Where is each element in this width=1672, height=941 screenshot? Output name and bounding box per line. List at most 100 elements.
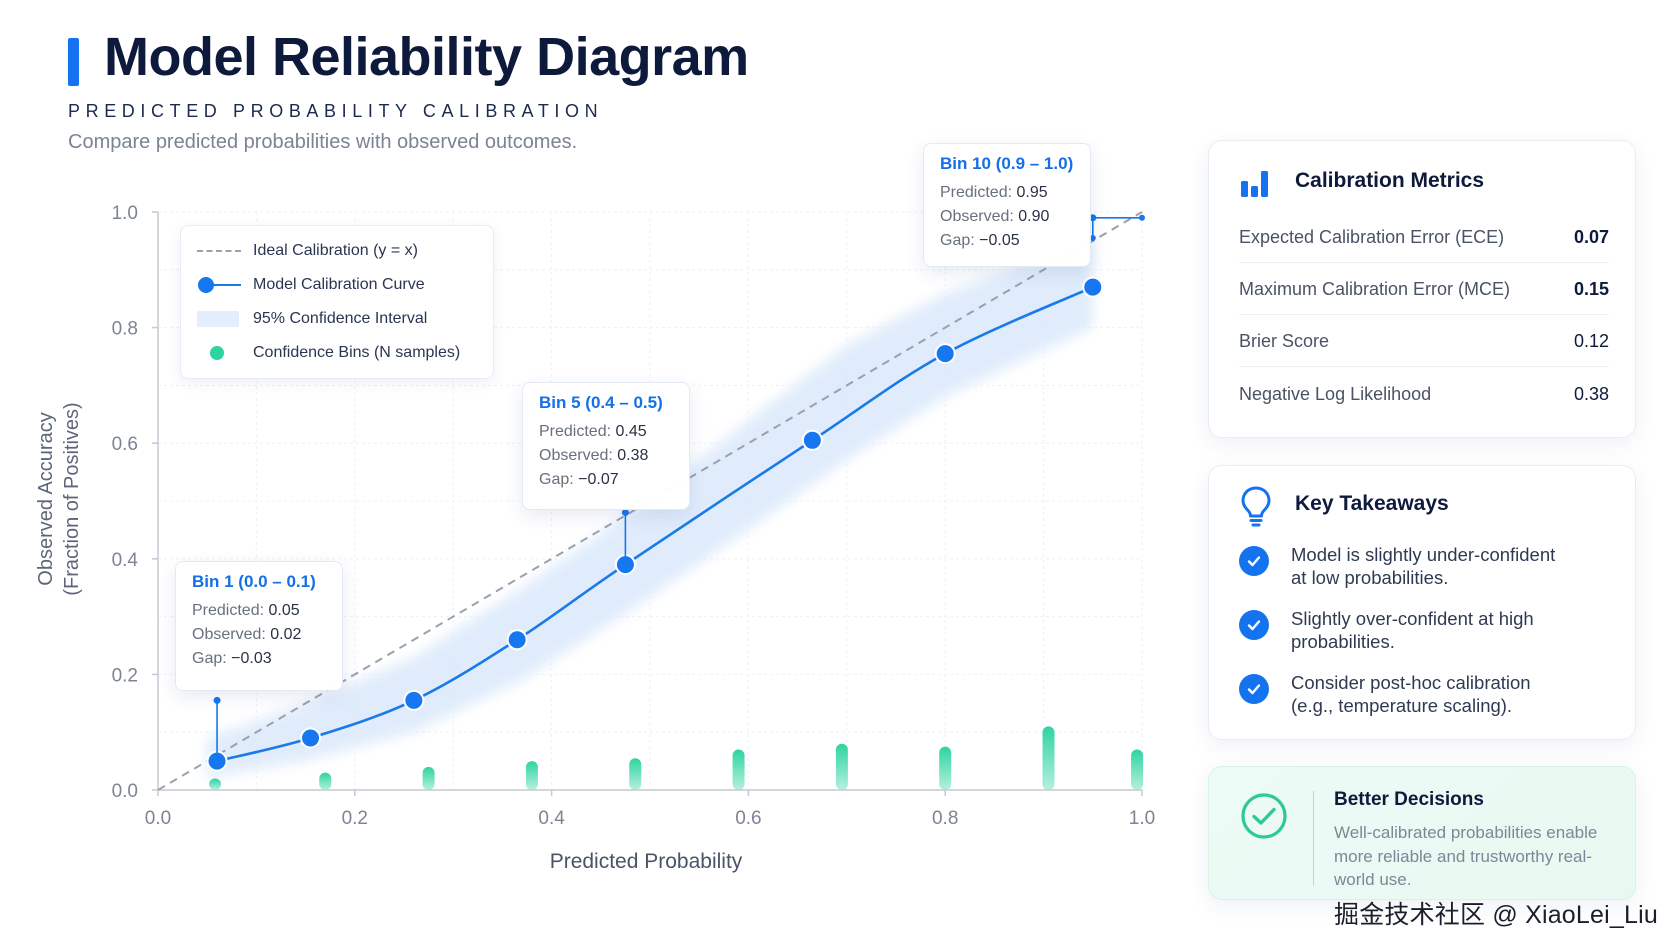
- curve-point: [934, 343, 956, 365]
- bin-bar: [422, 766, 435, 790]
- better-title: Better Decisions: [1334, 789, 1484, 810]
- x-axis-label: Predicted Probability: [550, 850, 743, 873]
- tooltip-title: Bin 10 (0.9 – 1.0): [940, 154, 1074, 173]
- annotation-connector-dot: [213, 696, 221, 704]
- divider: [1313, 791, 1314, 886]
- takeaway-item: Slightly over-confident at high probabili…: [1239, 607, 1619, 653]
- tooltip-bin-1: Bin 1 (0.0 – 0.1) Predicted: 0.05 Observ…: [175, 561, 343, 691]
- tooltip-predicted: Predicted: 0.95: [940, 184, 1048, 201]
- tooltip-observed: Observed: 0.02: [192, 626, 302, 643]
- page-subtitle: PREDICTED PROBABILITY CALIBRATION: [68, 101, 604, 121]
- better-decisions-card: Better Decisions Well-calibrated probabi…: [1208, 766, 1636, 900]
- check-icon: [1239, 674, 1269, 704]
- tooltip-gap: Gap: −0.07: [539, 471, 619, 488]
- dashed-line-icon: [197, 241, 243, 261]
- x-tick-label: 0.4: [538, 808, 565, 829]
- tooltip-bin-10: Bin 10 (0.9 – 1.0) Predicted: 0.95 Obser…: [923, 143, 1091, 267]
- tooltip-gap: Gap: −0.03: [192, 650, 272, 667]
- bin-bar: [525, 761, 538, 790]
- dot-line-icon: [197, 275, 243, 295]
- x-tick-label: 1.0: [1129, 808, 1155, 829]
- calibration-metrics-card: Calibration Metrics Expected Calibration…: [1208, 140, 1636, 438]
- watermark: 掘金技术社区 @ XiaoLei_Liu: [1334, 901, 1658, 929]
- y-tick-label: 0.0: [112, 781, 138, 802]
- y-axis-label: Observed Accuracy: [35, 412, 57, 585]
- axis-labels-layer: 0.0 0.2 0.4 0.6 0.8 1.0 0.0 0.2 0.4 0.6 0.8 1.0 Pred…: [35, 203, 1155, 873]
- annotation-connector-dot: [1139, 214, 1145, 221]
- bin-bar: [1131, 749, 1144, 790]
- y-tick-label: 1.0: [112, 203, 138, 224]
- metric-row-brier: Brier Score 0.12: [1239, 317, 1609, 367]
- metric-value: 0.07: [1573, 227, 1609, 247]
- page-title: Model Reliability Diagram: [104, 27, 749, 87]
- bar-chart-icon: [1241, 171, 1268, 197]
- curve-point: [403, 689, 425, 711]
- check-icon: [1239, 610, 1269, 640]
- lightbulb-icon: [1241, 486, 1271, 527]
- metric-label: Negative Log Likelihood: [1239, 383, 1432, 404]
- annotation-connector-dot: [621, 509, 629, 517]
- tooltip-title: Bin 1 (0.0 – 0.1): [192, 572, 316, 591]
- metric-row-ece: Expected Calibration Error (ECE) 0.07: [1239, 213, 1609, 263]
- tooltip-observed: Observed: 0.90: [940, 208, 1050, 225]
- key-takeaways-card: Key Takeaways Model is slightly under-co…: [1208, 465, 1636, 740]
- takeaway-item: Consider post-hoc calibration (e.g., temp…: [1239, 671, 1619, 717]
- curve-point: [300, 727, 322, 749]
- tooltip-predicted: Predicted: 0.45: [539, 423, 647, 440]
- y-tick-label: 0.8: [112, 319, 138, 340]
- y-tick-label: 0.6: [112, 434, 138, 455]
- metrics-title: Calibration Metrics: [1295, 169, 1485, 192]
- x-tick-label: 0.8: [932, 808, 958, 829]
- tooltip-predicted: Predicted: 0.05: [192, 602, 300, 619]
- bin-bar: [732, 749, 745, 790]
- bin-bar: [629, 758, 642, 790]
- metric-label: Brier Score: [1239, 331, 1330, 351]
- y-axis-label: (Fraction of Positives): [61, 402, 83, 595]
- tooltip-gap: Gap: −0.05: [940, 232, 1020, 249]
- bin-bar: [319, 772, 332, 790]
- metric-value: 0.12: [1573, 331, 1609, 351]
- bin-bar: [835, 743, 848, 790]
- legend-item-ideal: Ideal Calibration (y = x): [197, 234, 477, 268]
- tooltip-bin-5: Bin 5 (0.4 – 0.5) Predicted: 0.45 Observ…: [522, 382, 690, 510]
- legend-item-bins: Confidence Bins (N samples): [197, 336, 477, 370]
- x-tick-label: 0.6: [735, 808, 761, 829]
- metric-row-nll: Negative Log Likelihood 0.38: [1239, 369, 1609, 419]
- metric-label: Expected Calibration Error (ECE): [1239, 227, 1505, 247]
- legend-label: Ideal Calibration (y = x): [253, 242, 418, 259]
- curve-layer: [206, 276, 1104, 772]
- x-tick-label: 0.0: [145, 808, 171, 829]
- bin-bar: [209, 778, 222, 790]
- bins-layer: [209, 726, 1144, 790]
- takeaway-item: Model is slightly under-confident at low …: [1239, 543, 1619, 589]
- tooltip-observed: Observed: 0.38: [539, 447, 649, 464]
- check-icon: [1239, 546, 1269, 576]
- title-accent-bar: [68, 38, 79, 86]
- legend-label: Confidence Bins (N samples): [253, 344, 461, 361]
- metric-row-mce: Maximum Calibration Error (MCE) 0.15: [1239, 265, 1609, 315]
- legend-item-band: 95% Confidence Interval: [197, 302, 477, 336]
- curve-point: [506, 629, 528, 651]
- y-tick-label: 0.4: [112, 550, 139, 571]
- annotation-connector-dot: [1089, 235, 1096, 242]
- chart-legend: Ideal Calibration (y = x) Model Calibrat…: [180, 225, 494, 379]
- tooltip-title: Bin 5 (0.4 – 0.5): [539, 393, 663, 412]
- curve-point: [1082, 276, 1104, 298]
- x-tick-label: 0.2: [342, 808, 368, 829]
- legend-label: 95% Confidence Interval: [253, 310, 428, 327]
- takeaways-title: Key Takeaways: [1295, 492, 1449, 515]
- axes-layer: [152, 211, 1143, 796]
- y-tick-label: 0.2: [112, 665, 138, 686]
- better-text: Well-calibrated probabilities enable mor…: [1334, 823, 1598, 889]
- bin-bar: [1042, 726, 1055, 790]
- check-circle-icon: [1241, 793, 1287, 839]
- legend-label: Model Calibration Curve: [253, 276, 425, 293]
- curve-point: [801, 429, 823, 451]
- annotation-connector-layer: [213, 214, 1145, 762]
- band-icon: [197, 309, 243, 329]
- green-dot-icon: [197, 343, 243, 363]
- page-description: Compare predicted probabilities with obs…: [68, 131, 578, 153]
- metric-label: Maximum Calibration Error (MCE): [1239, 279, 1511, 299]
- metric-value: 0.15: [1573, 279, 1609, 299]
- metric-value: 0.38: [1573, 383, 1609, 404]
